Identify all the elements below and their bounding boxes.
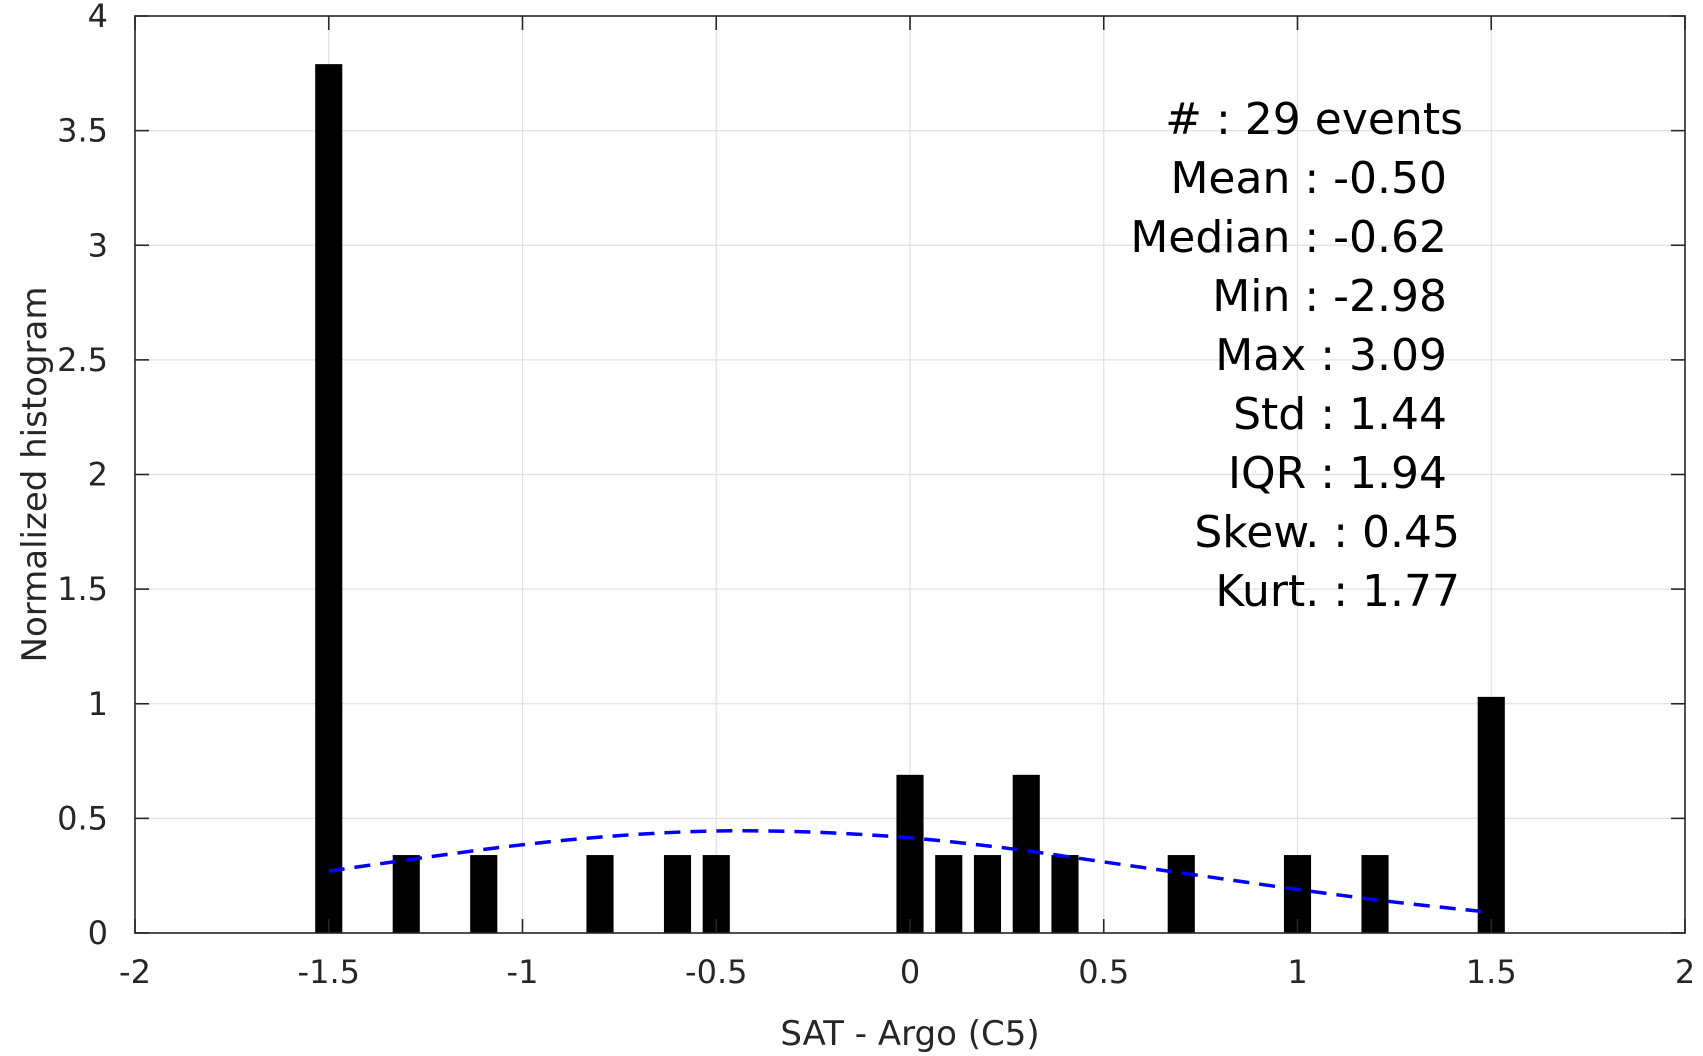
stats-annotation: # : 29 events Mean : -0.50 Median : -0.6… xyxy=(1130,94,1463,617)
x-tick-label: -1.5 xyxy=(298,953,360,991)
stat-median: Median : -0.62 xyxy=(1130,212,1447,263)
histogram-bar xyxy=(1477,696,1505,933)
y-tick-label: 2 xyxy=(88,456,108,494)
y-tick-label: 1.5 xyxy=(57,570,108,608)
y-tick-label: 4 xyxy=(88,0,108,35)
histogram-bar xyxy=(1167,855,1195,933)
y-tick-label: 3.5 xyxy=(57,112,108,150)
stat-kurt: Kurt. : 1.77 xyxy=(1215,566,1460,617)
stat-max: Max : 3.09 xyxy=(1215,330,1447,381)
histogram-bar xyxy=(1361,855,1389,933)
x-tick-label: 1 xyxy=(1287,953,1307,991)
histogram-bar xyxy=(935,855,963,933)
x-tick-label: 1.5 xyxy=(1466,953,1517,991)
x-tick-label: -1 xyxy=(507,953,539,991)
y-tick-label: 2.5 xyxy=(57,341,108,379)
stat-skew: Skew. : 0.45 xyxy=(1194,507,1460,558)
x-axis-label: SAT - Argo (C5) xyxy=(780,1014,1039,1054)
histogram-bar xyxy=(973,855,1002,933)
x-tick-label: -0.5 xyxy=(685,953,747,991)
stat-mean: Mean : -0.50 xyxy=(1170,153,1447,204)
histogram-bar xyxy=(470,855,498,933)
histogram-bars xyxy=(315,64,1505,933)
x-axis-ticks: -2 -1.5 -1 -0.5 0 0.5 1 1.5 2 xyxy=(119,16,1695,991)
y-axis-ticks: 0 0.5 1 1.5 2 2.5 3 3.5 4 xyxy=(57,0,1685,952)
stat-iqr: IQR : 1.94 xyxy=(1228,448,1447,499)
y-tick-label: 0.5 xyxy=(57,799,108,837)
y-tick-label: 0 xyxy=(88,914,108,952)
y-tick-label: 3 xyxy=(88,226,108,264)
histogram-bar xyxy=(586,855,614,933)
y-tick-label: 1 xyxy=(88,685,108,723)
y-axis-label: Normalized histogram xyxy=(15,287,55,663)
stat-std: Std : 1.44 xyxy=(1233,389,1447,440)
histogram-bar xyxy=(663,855,692,933)
histogram-bar xyxy=(1051,855,1079,933)
histogram-bar xyxy=(392,855,420,933)
fit-curve xyxy=(328,829,1492,915)
histogram-bar xyxy=(315,64,343,933)
histogram-bar xyxy=(1012,774,1040,933)
x-tick-label: 2 xyxy=(1675,953,1695,991)
x-tick-label: -2 xyxy=(119,953,151,991)
x-tick-label: 0 xyxy=(900,953,920,991)
stat-events: # : 29 events xyxy=(1165,94,1463,145)
stat-min: Min : -2.98 xyxy=(1212,271,1447,322)
histogram-bar xyxy=(896,774,924,933)
x-tick-label: 0.5 xyxy=(1078,953,1129,991)
